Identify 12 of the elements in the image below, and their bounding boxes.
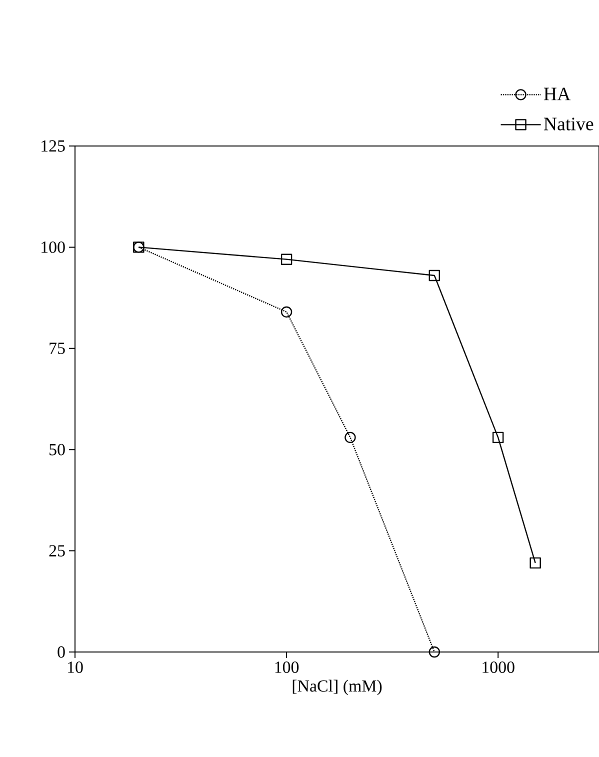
y-tick-label: 100 xyxy=(42,241,65,253)
legend-label: Native xyxy=(544,118,594,130)
y-tick-label: 125 xyxy=(42,140,65,152)
x-tick-label: 1000 xyxy=(482,662,514,673)
x-tick-label: 100 xyxy=(275,662,299,673)
x-axis-title: [NaCl] (mM) xyxy=(292,680,382,696)
y-tick-label: 25 xyxy=(49,545,65,556)
y-tick-label: 50 xyxy=(50,444,65,456)
x-tick-label: 10 xyxy=(68,662,83,673)
y-tick-label: 0 xyxy=(58,646,65,658)
y-tick-label: 75 xyxy=(50,342,65,354)
legend-label: HA xyxy=(544,88,571,100)
